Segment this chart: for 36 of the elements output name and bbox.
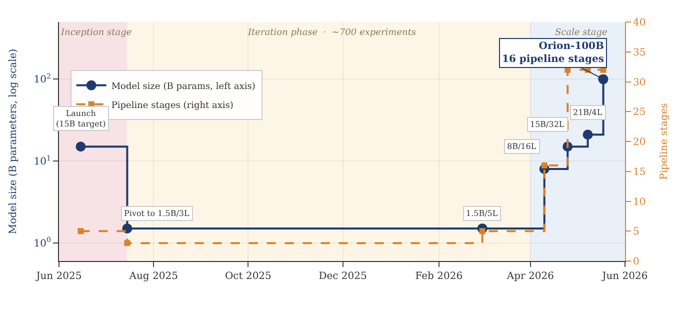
y2-tick-label: 10: [633, 196, 646, 208]
y2-axis-title: Pipeline stages: [659, 103, 670, 180]
y2-tick-label: 5: [633, 226, 640, 238]
band-label: Scale stage: [555, 28, 608, 38]
annotation: Orion-100B 16 pipeline stages: [502, 41, 604, 65]
y-tick-label: 10$^{1}$: [34, 154, 51, 168]
y-tick-label: 10$^{0}$: [34, 236, 51, 250]
y2-tick-label: 15: [633, 166, 646, 178]
x-tick-label: Oct 2025: [224, 271, 272, 282]
y2-tick-label: 35: [633, 47, 646, 58]
y2-tick-label: 30: [633, 77, 646, 88]
annotation: 15B/32L: [530, 120, 565, 129]
band-label: Inception stage: [60, 28, 132, 38]
y-tick-label: 10$^{2}$: [34, 72, 51, 86]
y2-tick-label: 0: [633, 256, 640, 268]
point: [122, 223, 132, 234]
band-label: Iteration phase · ~700 experiments: [247, 28, 416, 38]
annotation: Launch (15B target): [56, 109, 106, 128]
point: [76, 142, 86, 152]
annotation: 21B/4L: [573, 108, 603, 117]
annotation: 1.5B/5L: [466, 209, 498, 218]
legend-label: Model size (B params, left axis): [111, 82, 256, 92]
y2-tick-label: 40: [633, 18, 646, 28]
x-tick-label: Dec 2025: [318, 271, 367, 282]
y2-tick-label: 20: [633, 137, 646, 148]
x-tick-label: Aug 2025: [128, 271, 178, 282]
x-tick-label: Jun 2025: [35, 271, 82, 282]
x-tick-label: Apr 2026: [506, 271, 554, 282]
annotation: Pivot to 1.5B/3L: [124, 209, 190, 218]
legend-label: Pipeline stages (right axis): [111, 100, 234, 111]
point: [582, 130, 593, 140]
y2-tick-label: 25: [633, 107, 646, 118]
x-tick-label: Jun 2026: [601, 271, 648, 282]
x-tick-label: Feb 2026: [415, 271, 463, 282]
y-axis-title: Model size (B parameters, log scale): [8, 48, 19, 234]
annotation: 8B/16L: [507, 142, 537, 151]
